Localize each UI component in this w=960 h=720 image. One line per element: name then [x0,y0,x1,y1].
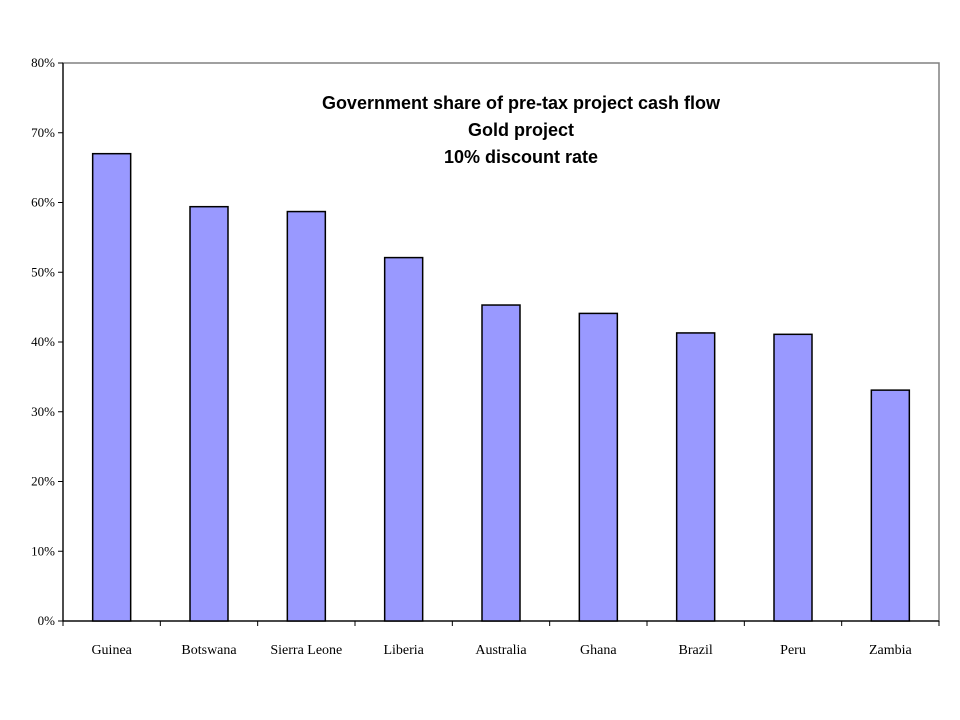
bar-liberia [383,256,424,622]
y-tick-label: 10% [31,543,55,558]
x-tick-label: Botswana [181,643,237,658]
bar-botswana [189,205,229,622]
y-tick-label: 50% [31,264,55,279]
bar-guinea [91,152,132,622]
chart-title: Government share of pre-tax project cash… [322,93,721,167]
bar-zambia [870,389,911,622]
y-tick-label: 80% [31,55,55,70]
chart-discount-line: 10% discount rate [444,147,598,167]
bar-peru [773,333,813,622]
bar-series [91,152,911,622]
chart-title-line: Government share of pre-tax project cash… [322,93,721,113]
bar-brazil [675,332,716,622]
bar-sierra-leone [286,210,327,622]
y-tick-label: 40% [31,334,55,349]
x-tick-label: Peru [780,643,806,658]
chart-subtitle-line: Gold project [468,120,574,140]
x-tick-label: Guinea [91,643,132,658]
y-axis: 0% 10% 20% 30% 40% 50% 60% 70% 80% [31,55,64,628]
bar-ghana [578,312,619,622]
x-tick-label: Liberia [383,643,424,658]
y-tick-label: 30% [31,404,55,419]
x-tick-label: Ghana [580,643,617,658]
x-tick-label: Sierra Leone [270,643,342,658]
y-tick-label: 60% [31,195,55,210]
y-tick-label: 70% [31,125,55,140]
y-tick-label: 20% [31,474,55,489]
x-tick-label: Australia [475,643,527,658]
x-tick-label: Brazil [679,643,713,658]
y-tick-label: 0% [38,613,56,628]
x-tick-label: Zambia [869,643,913,658]
x-axis: Guinea Botswana Sierra Leone Liberia Austral… [62,620,940,658]
bar-australia [481,304,521,622]
